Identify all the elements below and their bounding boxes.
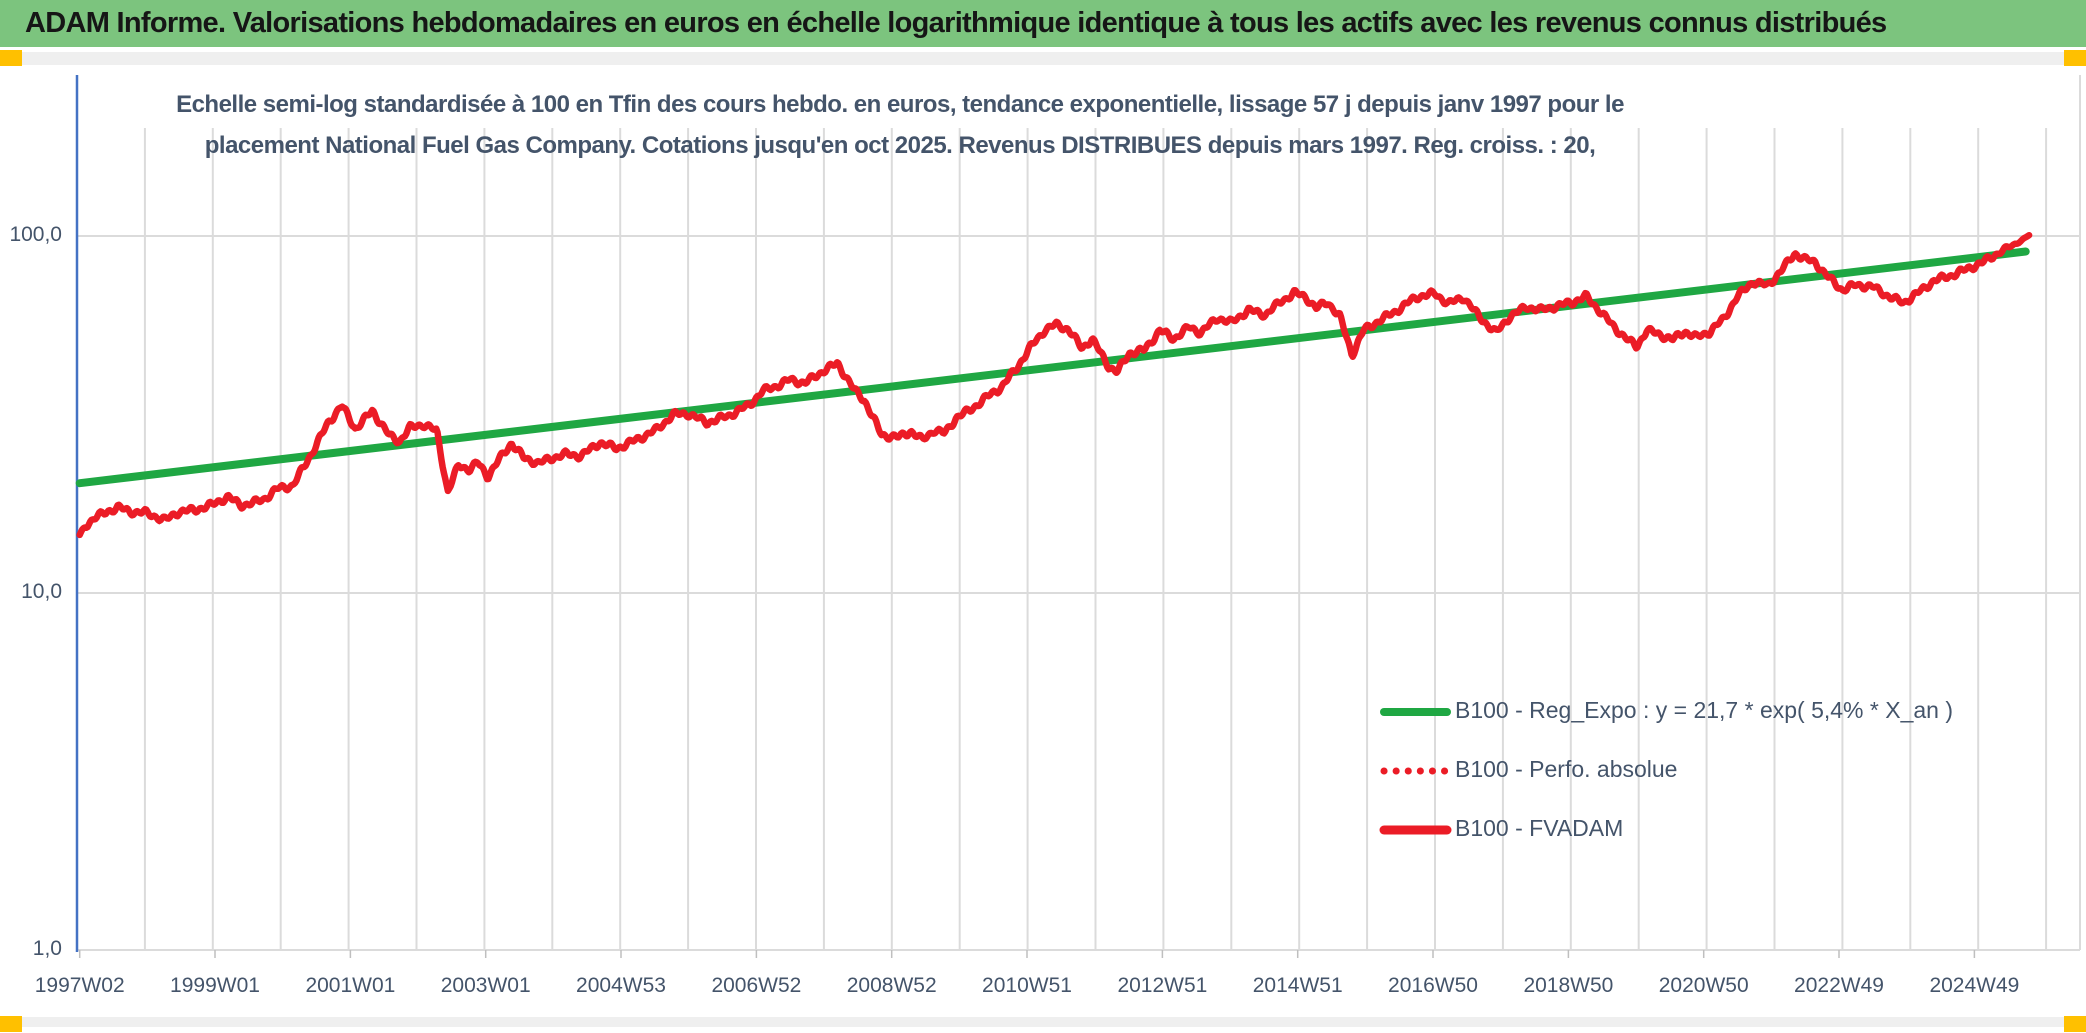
x-tick-label: 2018W50 bbox=[1523, 974, 1614, 997]
bottom-strip bbox=[0, 1017, 2086, 1027]
x-tick-label: 2022W49 bbox=[1794, 974, 1884, 997]
legend-label-perfo-absolue: B100 - Perfo. absolue bbox=[1455, 756, 1678, 782]
corner-marker-bottom-right bbox=[2064, 1016, 2086, 1032]
corner-marker-top-left bbox=[0, 50, 22, 66]
chart-title-line2: placement National Fuel Gas Company. Cot… bbox=[204, 132, 1596, 159]
x-tick-label: 2024W49 bbox=[1929, 974, 2020, 997]
x-tick-label: 2016W50 bbox=[1388, 974, 1478, 997]
x-tick-label: 2014W51 bbox=[1252, 974, 1343, 997]
top-strip bbox=[0, 52, 2086, 65]
x-tick-label: 2006W52 bbox=[711, 974, 802, 997]
x-tick-label: 2001W01 bbox=[305, 974, 396, 997]
title-bar: ADAM Informe. Valorisations hebdomadaire… bbox=[0, 0, 2086, 47]
x-tick-label: 1997W02 bbox=[34, 974, 125, 997]
chart-title: Echelle semi-log standardisée à 100 en T… bbox=[150, 84, 1650, 166]
x-tick-label: 2012W51 bbox=[1117, 974, 1208, 997]
corner-marker-top-right bbox=[2064, 50, 2086, 66]
y-tick-label: 10,0 bbox=[21, 580, 62, 603]
x-tick-label: 2003W01 bbox=[440, 974, 531, 997]
chart-title-line1: Echelle semi-log standardisée à 100 en T… bbox=[176, 91, 1624, 118]
corner-marker-bottom-left bbox=[0, 1016, 22, 1032]
x-tick-label: 2008W52 bbox=[846, 974, 937, 997]
window-title: ADAM Informe. Valorisations hebdomadaire… bbox=[25, 7, 1887, 39]
x-tick-label: 2004W53 bbox=[576, 974, 666, 997]
x-tick-label: 2020W50 bbox=[1658, 974, 1749, 997]
x-tick-label: 1999W01 bbox=[170, 974, 260, 997]
y-tick-label: 1,0 bbox=[32, 937, 62, 960]
legend-label-reg-expo: B100 - Reg_Expo : y = 21,7 * exp( 5,4% *… bbox=[1455, 697, 1953, 723]
x-tick-label: 2010W51 bbox=[982, 974, 1072, 997]
y-tick-label: 100,0 bbox=[9, 223, 62, 246]
legend-label-fvadam: B100 - FVADAM bbox=[1455, 815, 1624, 841]
